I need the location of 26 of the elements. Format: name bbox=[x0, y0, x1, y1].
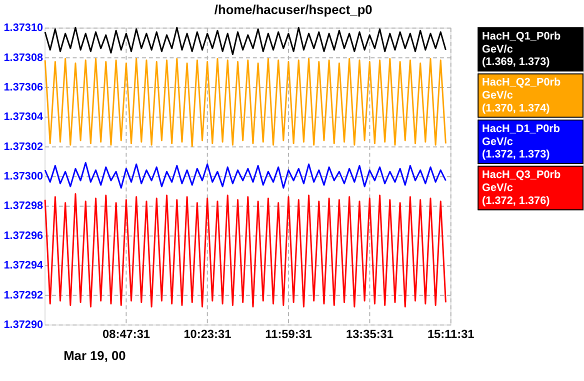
y-tick-label: 1.37308 bbox=[4, 52, 44, 64]
y-tick-label: 1.37298 bbox=[4, 200, 44, 212]
text: HacH_Q3_P0rb GeV/c (1.372, 1.376) bbox=[482, 169, 561, 207]
x-tick-label: 08:47:31 bbox=[102, 326, 150, 341]
chart-title: /home/hacuser/hspect_p0 bbox=[214, 2, 372, 18]
line-series bbox=[44, 193, 446, 308]
text: HacH_D1_P0rb GeV/c (1.372, 1.373) bbox=[482, 122, 560, 161]
text: HacH_Q1_P0rb GeV/c (1.369, 1.373) bbox=[482, 30, 561, 68]
line-series bbox=[44, 162, 446, 189]
y-tick-label: 1.37294 bbox=[4, 260, 44, 272]
y-tick-label: 1.37310 bbox=[4, 22, 44, 34]
text: Mar 19, 00 bbox=[64, 348, 126, 364]
line-series bbox=[44, 26, 446, 56]
x-tick-label: 10:23:31 bbox=[184, 326, 232, 341]
y-tick-label: 1.37306 bbox=[4, 81, 44, 94]
y-tick-label: 1.37290 bbox=[4, 319, 44, 332]
x-tick-label: 15:11:31 bbox=[427, 326, 475, 341]
y-tick-label: 1.37304 bbox=[4, 111, 44, 124]
text: HacH_Q2_P0rb GeV/c (1.370, 1.374) bbox=[482, 76, 561, 114]
y-tick-label: 1.37296 bbox=[4, 230, 44, 242]
y-tick-label: 1.37300 bbox=[4, 170, 44, 183]
x-tick-label: 11:59:31 bbox=[265, 326, 312, 341]
line-series bbox=[44, 58, 446, 148]
y-tick-label: 1.37292 bbox=[4, 289, 44, 302]
x-tick-label: 13:35:31 bbox=[346, 326, 394, 341]
y-tick-label: 1.37302 bbox=[4, 140, 44, 153]
